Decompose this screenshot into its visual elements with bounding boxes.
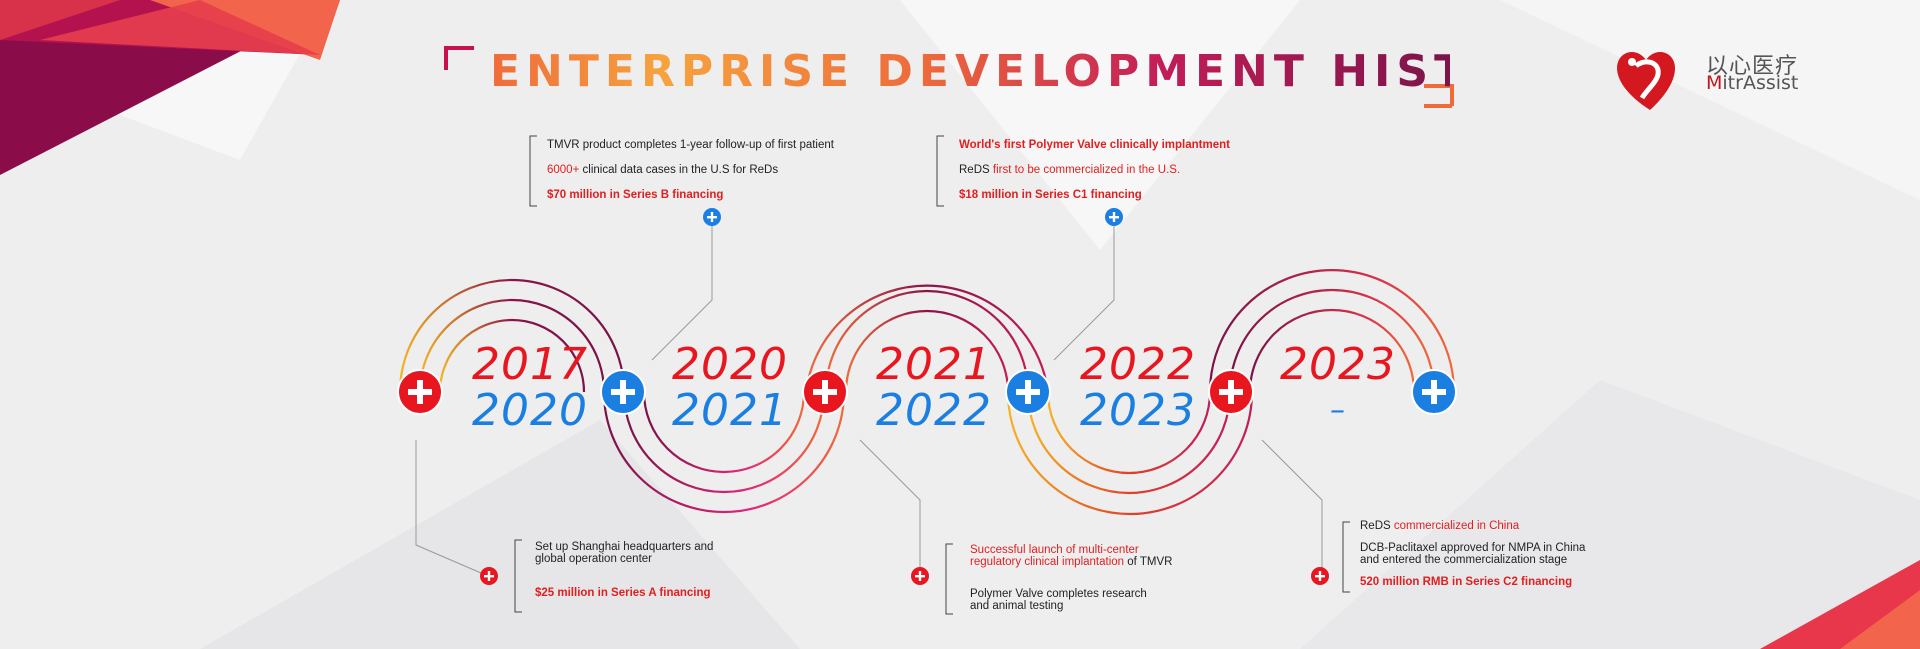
year-range-2: 2020 2021 — [672, 342, 788, 434]
note-line: Set up Shanghai headquarters and — [535, 541, 714, 553]
note-line: and animal testing — [970, 600, 1064, 612]
note-2023: ReDS commercialized in China DCB-Paclita… — [1360, 520, 1585, 588]
note-line: ReDS first to be commercialized in the U… — [959, 163, 1230, 177]
note-2021-2022: Successful launch of multi-center regula… — [970, 544, 1172, 612]
year-end: 2020 — [472, 385, 588, 436]
note-2020-2021: TMVR product completes 1-year follow-up … — [547, 138, 834, 213]
year-start: 2021 — [876, 339, 992, 390]
note-text: ReDS — [1360, 520, 1394, 532]
note-line: 520 million RMB in Series C2 financing — [1360, 576, 1573, 588]
note-line: TMVR product completes 1-year follow-up … — [547, 139, 834, 151]
note-line: ReDS commercialized in China — [1360, 520, 1585, 532]
note-line: regulatory clinical implantation of TMVR — [970, 556, 1172, 568]
note-line: global operation center — [535, 553, 652, 565]
year-start: 2020 — [672, 339, 788, 390]
logo-letter-m: M — [1706, 72, 1723, 94]
year-start: 2017 — [472, 339, 588, 390]
year-end: 2022 — [876, 385, 992, 436]
year-range-3: 2021 2022 — [876, 342, 992, 434]
note-highlight: 6000+ — [547, 164, 580, 176]
note-2017-2020: Set up Shanghai headquarters and global … — [535, 541, 713, 599]
note-line: $18 million in Series C1 financing — [959, 189, 1142, 201]
logo-chinese-name: 以心医疗 — [1706, 54, 1799, 79]
year-range-5: 2023 – — [1278, 342, 1398, 434]
note-text: clinical data cases in the U.S for ReDs — [579, 164, 779, 176]
note-text: of TMVR — [1124, 556, 1173, 568]
small-plus-icon-blue[interactable] — [1105, 208, 1123, 226]
note-line: World's first Polymer Valve clinically i… — [959, 139, 1230, 151]
note-highlight: first to be commercialized in the U.S. — [992, 164, 1181, 176]
note-line: $25 million in Series A financing — [535, 587, 711, 599]
page-title: ENTERPRISE DEVELOPMENT HISTORY — [490, 46, 1589, 97]
plus-icon-blue[interactable] — [1005, 369, 1051, 415]
small-plus-icon-red[interactable] — [1311, 567, 1329, 585]
note-text: ReDS — [959, 164, 993, 176]
note-line: and entered the commercialization stage — [1360, 554, 1568, 566]
note-line: $70 million in Series B financing — [547, 189, 724, 201]
year-range-4: 2022 2023 — [1080, 342, 1196, 434]
note-line: Successful launch of multi-center — [970, 544, 1139, 556]
logo-english-name: MitrAssist — [1706, 72, 1798, 94]
note-highlight: commercialized in China — [1393, 520, 1520, 532]
logo-english-rest: itrAssist — [1722, 72, 1799, 94]
note-highlight: regulatory clinical implantation — [970, 556, 1125, 568]
plus-icon-blue[interactable] — [1411, 369, 1457, 415]
year-start: 2023 — [1280, 339, 1396, 390]
plus-icon-red[interactable] — [1208, 369, 1254, 415]
note-line: Polymer Valve completes research — [970, 588, 1147, 600]
small-plus-icon-red[interactable] — [911, 567, 929, 585]
plus-icon-blue[interactable] — [600, 369, 646, 415]
note-line: 6000+ clinical data cases in the U.S for… — [547, 163, 834, 177]
small-plus-icon-blue[interactable] — [703, 208, 721, 226]
note-line: DCB-Paclitaxel approved for NMPA in Chin… — [1360, 542, 1586, 554]
small-plus-icon-red[interactable] — [480, 567, 498, 585]
year-end: 2023 — [1080, 385, 1196, 436]
year-end: – — [1330, 393, 1346, 428]
mitrassist-heart-logo-icon — [1617, 51, 1675, 110]
year-range-1: 2017 2020 — [472, 342, 588, 434]
year-end: 2021 — [672, 385, 788, 436]
note-2022-2023: World's first Polymer Valve clinically i… — [959, 138, 1230, 213]
year-start: 2022 — [1080, 339, 1196, 390]
plus-icon-red[interactable] — [802, 369, 848, 415]
plus-icon-red[interactable] — [397, 369, 443, 415]
